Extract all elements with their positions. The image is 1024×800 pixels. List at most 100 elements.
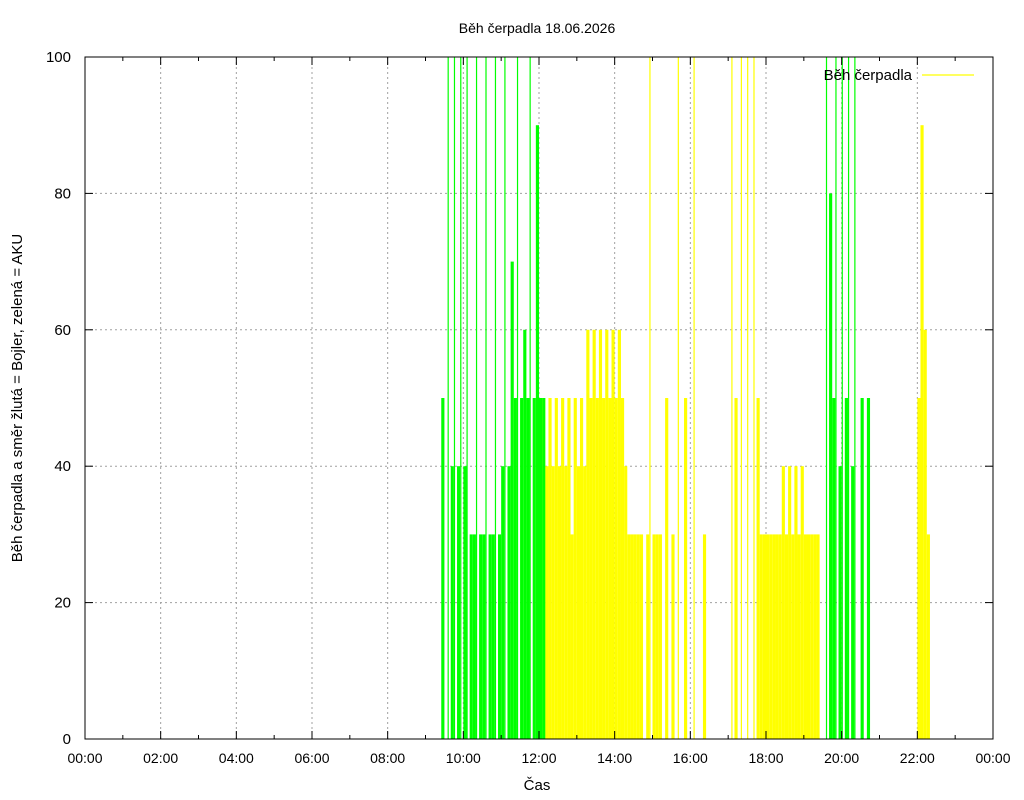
- bar-bojler: [671, 534, 675, 739]
- bar-aku: [542, 398, 546, 739]
- bar-bojler: [627, 534, 631, 739]
- bar-aku: [526, 398, 530, 739]
- bar-bojler: [655, 534, 659, 739]
- bar-bojler: [573, 398, 577, 739]
- bar-bojler: [608, 398, 612, 739]
- bar-aku: [532, 398, 536, 739]
- y-axis-label: Běh čerpadla a směr žlutá = Bojler, zele…: [9, 234, 26, 563]
- bar-bojler: [554, 398, 558, 739]
- bar-bojler: [567, 398, 571, 739]
- bar-aku: [441, 398, 445, 739]
- x-tick-label: 14:00: [597, 750, 632, 766]
- bar-bojler: [747, 57, 749, 739]
- bar-bojler: [579, 398, 584, 739]
- y-tick-label: 80: [54, 185, 71, 202]
- bar-bojler: [734, 398, 738, 739]
- bar-bojler: [775, 534, 779, 739]
- x-tick-labels: 00:00 02:00 04:00 06:00 08:00 10:00 12:00 14:00…: [67, 750, 1010, 766]
- bar-aku: [507, 466, 511, 739]
- y-tick-label: 0: [63, 731, 71, 748]
- x-axis-label: Čas: [524, 777, 551, 794]
- bar-bojler: [756, 398, 760, 739]
- bar-bojler: [803, 534, 807, 739]
- bar-bojler: [598, 329, 603, 739]
- bar-bojler: [589, 398, 593, 739]
- bar-bojler: [602, 398, 606, 739]
- bar-bojler: [794, 466, 798, 739]
- bar-bojler: [570, 534, 574, 739]
- bar-bojler: [778, 534, 782, 739]
- bar-bojler: [816, 534, 820, 739]
- x-tick-label: 02:00: [143, 750, 178, 766]
- bar-bojler: [557, 466, 562, 739]
- bar-bojler: [564, 466, 568, 739]
- bar-aku: [466, 57, 468, 739]
- bar-aku: [825, 57, 828, 739]
- x-tick-label: 16:00: [673, 750, 708, 766]
- bar-aku: [860, 398, 864, 739]
- bar-aku: [847, 57, 850, 739]
- bar-bojler: [630, 534, 634, 739]
- bar-bojler: [592, 329, 596, 739]
- bar-aku: [460, 57, 462, 739]
- y-tick-label: 60: [54, 322, 71, 339]
- bar-bojler: [926, 534, 930, 739]
- x-tick-label: 04:00: [219, 750, 254, 766]
- bar-bojler: [633, 534, 637, 739]
- bar-aku: [829, 193, 833, 739]
- y-tick-label: 100: [46, 49, 71, 66]
- chart-title: Běh čerpadla 18.06.2026: [459, 20, 616, 36]
- x-tick-label: 00:00: [67, 750, 102, 766]
- bar-bojler: [762, 534, 766, 739]
- bar-bojler: [784, 534, 789, 739]
- bar-bojler: [545, 466, 549, 739]
- bar-bojler: [611, 329, 615, 739]
- bar-bojler: [813, 534, 817, 739]
- bar-bojler: [605, 329, 609, 739]
- bar-aku: [498, 534, 502, 739]
- bar-bojler: [693, 57, 695, 739]
- bar-bojler: [624, 466, 628, 739]
- bar-bojler: [797, 534, 801, 739]
- bar-bojler: [781, 466, 785, 739]
- bar-bojler: [652, 534, 656, 739]
- bar-aku: [835, 57, 837, 739]
- bar-aku: [482, 534, 486, 739]
- bar-aku: [851, 466, 855, 739]
- bar-bojler: [810, 534, 814, 739]
- legend-label: Běh čerpadla: [824, 67, 913, 84]
- bar-bojler: [617, 329, 621, 739]
- bar-bojler: [636, 534, 640, 739]
- bar-bojler: [665, 398, 669, 739]
- bar-aku: [457, 466, 461, 739]
- x-tick-label: 10:00: [446, 750, 481, 766]
- bar-bojler: [759, 534, 763, 739]
- x-tick-label: 00:00: [975, 750, 1010, 766]
- bar-aku: [854, 57, 856, 739]
- x-tick-label: 12:00: [521, 750, 556, 766]
- bar-aku: [513, 398, 517, 739]
- bar-aku: [535, 125, 539, 739]
- bar-bojler: [806, 534, 811, 739]
- bar-aku: [510, 261, 514, 739]
- bar-aku: [501, 466, 505, 739]
- y-tick-labels: 0 20 40 60 80 100: [46, 49, 71, 748]
- bar-aku: [523, 329, 527, 739]
- bar-bojler: [646, 534, 650, 739]
- bar-aku: [447, 57, 449, 739]
- bar-aku: [488, 534, 492, 739]
- bar-bojler: [740, 57, 742, 739]
- bar-bojler: [649, 57, 651, 739]
- bar-aku: [504, 57, 506, 739]
- bar-bojler: [677, 57, 679, 739]
- bar-aku: [491, 534, 495, 739]
- legend: Běh čerpadla: [824, 67, 974, 84]
- y-tick-label: 20: [54, 595, 71, 612]
- bar-aku: [485, 57, 487, 739]
- bar-bojler: [788, 466, 792, 739]
- bar-aku: [844, 398, 848, 739]
- bar-bojler: [766, 534, 770, 739]
- bar-bojler: [684, 398, 688, 739]
- bar-bojler: [920, 125, 924, 739]
